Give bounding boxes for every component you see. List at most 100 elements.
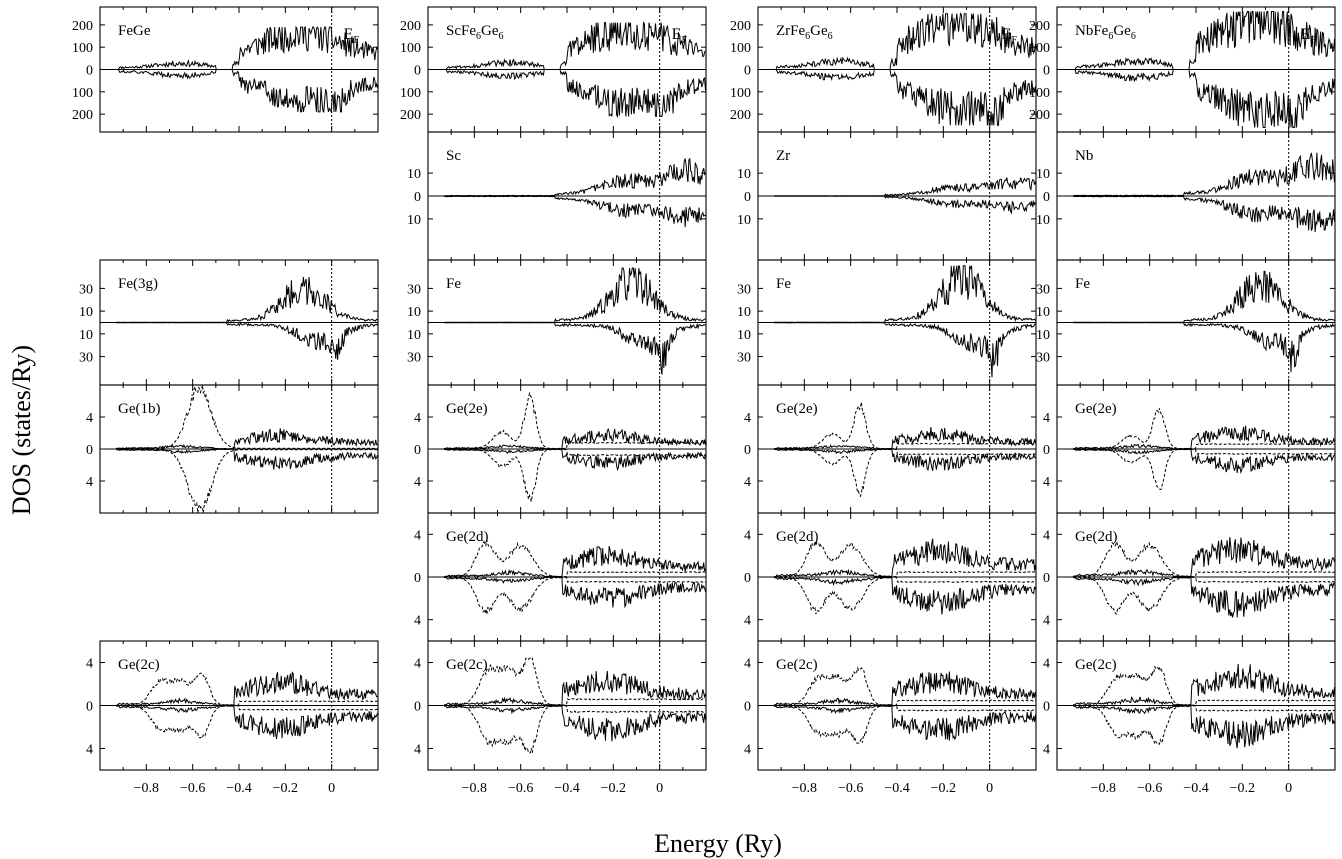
y-tick-label: 30 [79,282,93,297]
y-tick-label: 100 [730,86,751,101]
dos-panel-fege-fege: 200 100 0 100 200 FeGe EF [72,6,379,133]
dos-panel-fege-fe3g: 30 10 10 30 Fe(3g) [79,259,379,386]
panel-label: NbFe6Ge6 [1075,23,1136,42]
y-tick-label: 4 [414,528,421,543]
y-tick-label: 4 [744,475,751,490]
y-tick-label: 200 [1029,108,1050,123]
y-tick-label: 4 [86,743,93,758]
dos-curve-solid-down [444,322,706,375]
y-tick-label: 30 [79,351,93,366]
y-tick-label: 0 [414,571,421,586]
x-tick-label: −0.6 [180,781,205,796]
panel-label: Ge(2e) [776,401,818,417]
dos-panel-zrfe6ge6-zrfe: 200 100 0 100 200 ZrFe6Ge6 EF [730,6,1037,133]
x-tick-label: −0.2 [931,781,956,796]
panel-label: ZrFe6Ge6 [776,23,833,42]
x-tick-label: 0 [656,781,663,796]
dos-curve-solid-down [774,576,1036,615]
y-tick-label: 200 [730,108,751,123]
dos-curve-dashed-down [774,448,1036,498]
dos-curve-dashed-down [116,449,378,514]
dos-curve-dashed-up [444,539,706,578]
y-tick-label: 0 [414,443,421,458]
dos-curve-solid-down [116,69,378,114]
fermi-level-label: EF [344,26,360,46]
y-tick-label: 0 [744,700,751,715]
y-tick-label: 0 [744,443,751,458]
dos-curve-solid-up [1073,11,1335,70]
dos-curve-dashed-up [444,391,706,450]
dos-panel-scfe6ge6-ge2d: 4 0 4 Ge(2d) [414,512,707,642]
y-tick-label: 30 [1036,282,1050,297]
y-tick-label: 4 [1043,743,1050,758]
dos-curve-dashed-down [1073,576,1335,615]
x-tick-label: 0 [1285,781,1292,796]
y-tick-label: 10 [1036,328,1050,343]
y-tick-label: 10 [407,213,421,228]
dos-panel-scfe6ge6-sc: 10 0 10 Sc [407,131,707,261]
x-tick-label: −0.2 [601,781,626,796]
dos-curve-solid-up [774,538,1036,578]
y-tick-label: 0 [414,64,421,79]
dos-curve-solid-up [116,671,378,706]
y-tick-label: 4 [1043,528,1050,543]
y-tick-label: 10 [79,305,93,320]
panel-label: Ge(2d) [776,529,818,545]
y-tick-label: 30 [407,282,421,297]
dos-curve-solid-down [774,322,1036,378]
y-tick-label: 10 [1036,305,1050,320]
dos-curve-solid-up [444,427,706,450]
y-tick-label: 4 [414,657,421,672]
y-tick-label: 4 [1043,411,1050,426]
dos-panel-zrfe6ge6-zr: 10 0 10 Zr [737,131,1037,261]
dos-curve-solid-down [1073,448,1335,475]
dos-curve-solid-up [1073,663,1335,706]
dos-panel-nbfe6ge6-ge2c: 4 0 4 Ge(2c) −0.8 −0.6 −0.4 −0.2 0 [1043,640,1336,796]
panel-label: Zr [776,148,790,164]
y-tick-label: 200 [400,19,421,34]
y-tick-label: 4 [744,743,751,758]
y-tick-label: 0 [86,443,93,458]
dos-curve-dashed-down [444,576,706,616]
y-tick-label: 4 [414,411,421,426]
x-tick-label: −0.8 [792,781,817,796]
y-tick-label: 0 [744,190,751,205]
x-tick-label: −0.8 [462,781,487,796]
y-tick-label: 4 [744,614,751,629]
dos-panel-nbfe6ge6-fe: 30 10 10 30 Fe [1036,259,1336,386]
x-tick-label: 0 [986,781,993,796]
y-tick-label: 30 [737,282,751,297]
dos-curve-dashed-up [774,541,1036,578]
dos-panel-fege-ge1b: 4 0 4 Ge(1b) [86,384,379,514]
dos-curve-solid-down [444,69,706,118]
dos-curve-solid-up [1072,537,1335,578]
y-tick-label: 4 [744,657,751,672]
y-tick-label: 0 [1043,443,1050,458]
y-tick-label: 10 [407,328,421,343]
panel-label: Fe [446,276,461,292]
dos-curve-solid-down [116,322,378,360]
y-tick-label: 0 [1043,190,1050,205]
dos-curve-dashed-down [774,576,1036,615]
dos-curve-solid-up [774,265,1036,323]
y-tick-label: 100 [72,86,93,101]
dos-curve-solid-up [444,21,706,70]
dos-curve-solid-down [774,195,1036,215]
dos-curve-solid-down [1073,69,1335,129]
y-tick-label: 0 [744,571,751,586]
y-tick-label: 4 [1043,614,1050,629]
dos-curve-dashed-down [1073,448,1335,491]
dos-curve-solid-down [443,576,706,609]
y-axis-title: DOS (states/Ry) [7,345,36,515]
y-tick-label: 30 [407,351,421,366]
dos-curve-solid-down [116,705,378,739]
dos-curve-dashed-up [774,666,1036,706]
panel-label: ScFe6Ge6 [446,23,504,42]
dos-curve-solid-up [116,428,378,450]
panel-label: Ge(2c) [1075,657,1117,673]
y-tick-label: 4 [1043,657,1050,672]
y-tick-label: 10 [79,328,93,343]
y-tick-label: 4 [414,475,421,490]
y-tick-label: 4 [414,743,421,758]
y-tick-label: 10 [1036,213,1050,228]
